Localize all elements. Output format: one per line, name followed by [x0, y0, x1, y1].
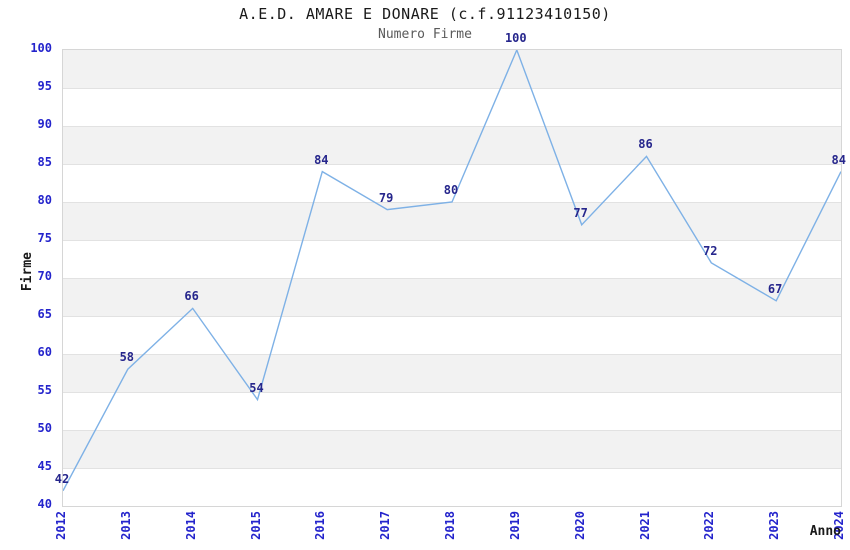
y-tick-label: 55: [37, 383, 52, 397]
chart-title: A.E.D. AMARE E DONARE (c.f.91123410150): [239, 5, 611, 23]
x-tick-label: 2016: [313, 511, 328, 540]
x-tick-label: 2015: [248, 511, 263, 540]
data-point-label: 66: [184, 289, 199, 304]
gridline: [63, 88, 841, 89]
y-tick-label: 65: [37, 307, 52, 321]
data-point-label: 77: [573, 205, 588, 220]
plot-band: [63, 88, 841, 126]
plot-band: [63, 202, 841, 240]
data-point-label: 42: [54, 471, 70, 486]
x-tick-label: 2023: [767, 511, 782, 540]
data-point-label: 67: [767, 281, 783, 296]
y-tick-label: 60: [37, 345, 52, 359]
x-tick-label: 2019: [507, 511, 522, 540]
plot-band: [63, 126, 841, 164]
data-point-label: 80: [443, 183, 459, 197]
gridline: [63, 164, 841, 165]
plot-band: [63, 392, 841, 430]
y-tick-label: 50: [37, 421, 52, 435]
gridline: [63, 316, 841, 317]
plot-band: [63, 240, 841, 278]
x-axis-title: Anno: [809, 524, 841, 539]
x-tick-label: 2022: [702, 511, 717, 540]
plot-area: [62, 49, 842, 507]
plot-band: [63, 316, 841, 354]
y-tick-label: 45: [37, 459, 52, 473]
data-point-label: 100: [504, 31, 527, 45]
chart-subtitle: Numero Firme: [378, 27, 472, 42]
gridline: [63, 468, 841, 469]
y-tick-label: 95: [37, 79, 52, 93]
data-point-label: 79: [378, 190, 394, 205]
gridline: [63, 392, 841, 393]
y-tick-label: 90: [37, 117, 52, 131]
y-tick-label: 70: [37, 269, 52, 283]
gridline: [63, 354, 841, 355]
plot-band: [63, 164, 841, 202]
plot-band: [63, 278, 841, 316]
line-series: [63, 50, 841, 492]
y-tick-label: 85: [37, 155, 52, 169]
x-tick-label: 2020: [572, 511, 587, 540]
data-point-label: 84: [831, 152, 846, 167]
y-tick-label: 75: [37, 231, 52, 245]
data-point-label: 54: [249, 380, 264, 395]
x-tick-label: 2014: [183, 511, 198, 540]
data-point-label: 58: [119, 350, 135, 365]
x-tick-label: 2017: [378, 511, 393, 540]
gridline: [63, 126, 841, 127]
x-tick-label: 2013: [118, 511, 133, 540]
y-tick-label: 80: [37, 193, 52, 207]
data-point-label: 72: [703, 243, 718, 258]
line-path: [63, 50, 841, 492]
x-tick-label: 2021: [637, 511, 652, 540]
gridline: [63, 240, 841, 241]
gridline: [63, 430, 841, 431]
y-tick-label: 40: [37, 497, 52, 511]
plot-band: [63, 430, 841, 468]
gridline: [63, 278, 841, 279]
y-tick-label: 100: [30, 41, 52, 55]
x-tick-label: 2018: [443, 511, 457, 540]
data-point-label: 84: [314, 152, 329, 167]
plot-band: [63, 50, 841, 88]
x-tick-label: 2012: [54, 511, 68, 540]
plot-band: [63, 468, 841, 506]
data-point-label: 86: [638, 137, 653, 152]
plot-band: [63, 354, 841, 392]
